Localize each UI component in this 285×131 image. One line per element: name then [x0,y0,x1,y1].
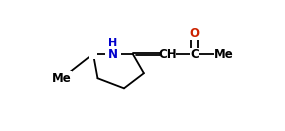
Text: H: H [108,38,117,48]
Bar [105,45,121,63]
Bar [89,49,97,59]
Text: Me: Me [52,72,72,85]
Bar [190,48,199,60]
Bar [189,28,200,40]
Text: CH: CH [159,48,178,61]
Bar [160,47,176,61]
Bar [214,47,233,61]
Text: N: N [108,48,118,61]
Text: C: C [190,48,199,61]
Bar [53,71,72,85]
Text: O: O [190,27,200,40]
Text: Me: Me [213,48,233,61]
